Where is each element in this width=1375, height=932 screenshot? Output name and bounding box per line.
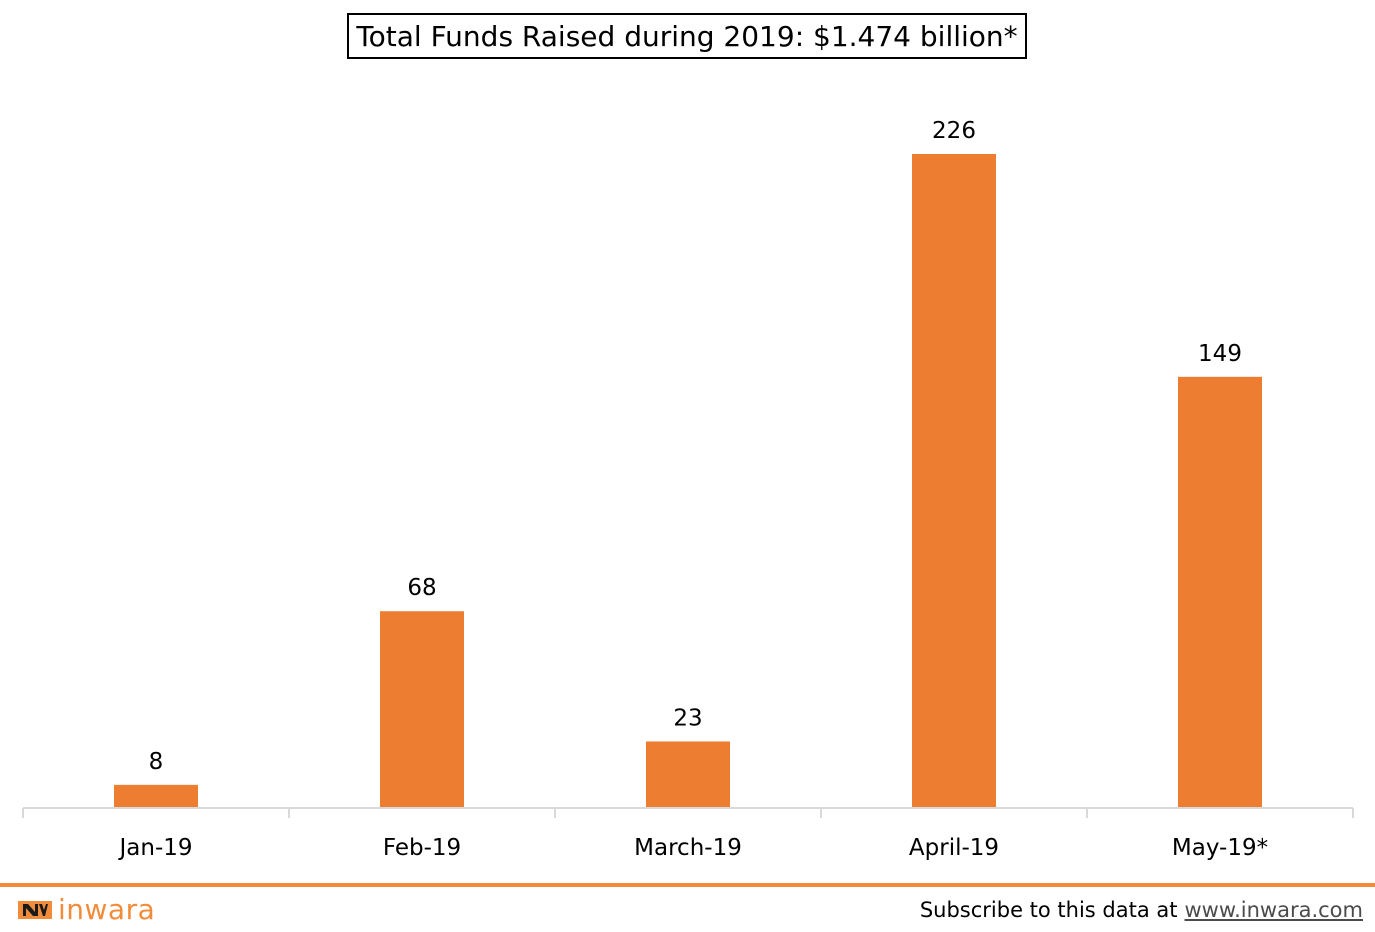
bar-feb-19 [380,611,464,808]
chart-title: Total Funds Raised during 2019: $1.474 b… [347,13,1027,59]
subscribe-note: Subscribe to this data at www.inwara.com [920,894,1363,926]
data-label: 8 [149,749,164,775]
x-tick-labels-group: Jan-19 Feb-19 March-19 April-19 May-19* [117,835,1268,861]
bar-april-19 [912,154,996,808]
data-label: 23 [673,705,702,731]
x-tick-label: April-19 [909,835,999,861]
x-axis [22,807,1354,818]
bars-group [114,154,1262,808]
data-labels-group: 8 68 23 226 149 [149,118,1242,775]
x-tick-label: March-19 [634,835,742,861]
subscribe-text: Subscribe to this data at [919,898,1178,922]
bar-march-19 [646,741,730,808]
x-tick-label: May-19* [1172,835,1268,861]
bar-jan-19 [114,784,198,808]
x-tick-label: Jan-19 [117,835,192,861]
data-label: 68 [407,575,436,601]
inwara-logo: inwara [18,893,155,927]
footer-divider [0,883,1375,887]
data-label: 149 [1198,341,1242,367]
inwara-logo-icon [18,901,52,919]
website-link[interactable]: www.inwara.com [1184,898,1364,922]
bar-may-19 [1178,376,1262,808]
bar-chart: 8 68 23 226 149 Jan-19 Feb-19 March-19 April-19… [22,118,1354,861]
data-label: 226 [932,118,976,144]
brand-name: inwara [58,893,156,926]
x-tick-label: Feb-19 [383,835,461,861]
